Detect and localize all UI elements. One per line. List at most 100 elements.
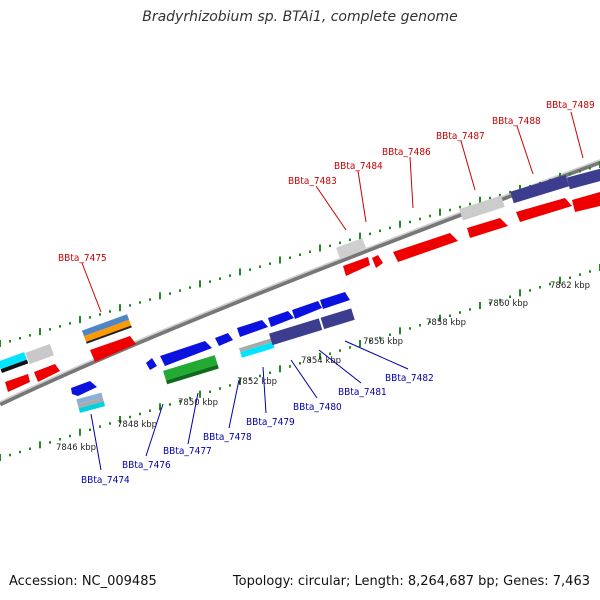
feature-bbta-7486-red[interactable] bbox=[393, 233, 458, 262]
scale-dot bbox=[109, 310, 111, 313]
gene-label-bbta-7489[interactable]: BBta_7489 bbox=[546, 100, 595, 111]
accession-label: Accession: NC_009485 bbox=[9, 574, 157, 589]
scale-dot bbox=[529, 289, 531, 292]
feature-bbta-7483-red[interactable] bbox=[343, 257, 370, 276]
scale-dot bbox=[229, 274, 231, 277]
scale-dot bbox=[9, 340, 11, 343]
gene-label-bbta-7478[interactable]: BBta_7478 bbox=[203, 432, 252, 443]
feature-bbta-7477-blue[interactable] bbox=[160, 341, 212, 366]
scale-dot bbox=[169, 292, 171, 295]
feature-bbta-7475-stack[interactable] bbox=[81, 314, 132, 344]
scale-dot bbox=[99, 425, 101, 428]
scale-tick bbox=[399, 327, 401, 335]
feature-bbta-7482-blue[interactable] bbox=[320, 292, 350, 309]
scale-dot bbox=[249, 377, 251, 381]
scale-dot bbox=[459, 311, 461, 314]
feature-bbta-7475-arrow[interactable] bbox=[90, 336, 136, 362]
scale-dot bbox=[579, 273, 581, 276]
feature-bbta-7481-blue[interactable] bbox=[292, 301, 322, 319]
scale-tick bbox=[119, 416, 121, 423]
scale-label: 7862 kbp bbox=[550, 281, 590, 291]
scale-dot bbox=[189, 396, 191, 400]
scale-dot bbox=[419, 217, 421, 221]
scale-label: 7854 kbp bbox=[301, 356, 341, 366]
scale-tick bbox=[39, 328, 41, 336]
feature-bbta-7480-blue[interactable] bbox=[268, 311, 294, 327]
scale-dot bbox=[569, 173, 571, 176]
feature-grey-left[interactable] bbox=[25, 343, 54, 365]
feature-bbta-7479-blue[interactable] bbox=[237, 320, 268, 337]
gene-label-bbta-7479[interactable]: BBta_7479 bbox=[246, 417, 295, 428]
feature-red-left-a[interactable] bbox=[5, 374, 30, 392]
scale-tick bbox=[79, 316, 81, 324]
scale-tick bbox=[359, 232, 361, 240]
gene-label-bbta-7476[interactable]: BBta_7476 bbox=[122, 460, 171, 471]
feature-bbta-7489-red[interactable] bbox=[572, 192, 600, 212]
gene-label-bbta-7481[interactable]: BBta_7481 bbox=[338, 387, 387, 398]
gene-label-bbta-7482[interactable]: BBta_7482 bbox=[385, 373, 434, 384]
scale-dot bbox=[219, 387, 221, 390]
scale-tick bbox=[359, 340, 361, 347]
feature-bbta-7487-grey[interactable] bbox=[459, 195, 505, 221]
feature-bbta-7487-red[interactable] bbox=[467, 218, 508, 238]
scale-dot bbox=[389, 333, 391, 336]
scale-dot bbox=[299, 362, 301, 365]
scale-dot bbox=[209, 390, 211, 393]
scale-dot bbox=[509, 190, 511, 194]
feature-bbta-7478-blue[interactable] bbox=[215, 333, 233, 346]
feature-bbta-7482-navy[interactable] bbox=[320, 308, 355, 330]
scale-dot bbox=[409, 220, 411, 224]
scale-label: 7846 kbp bbox=[56, 443, 96, 453]
feature-bbta-7484-red[interactable] bbox=[372, 255, 383, 268]
feature-red-left-b[interactable] bbox=[34, 364, 60, 382]
feature-bbta-7479-cyan[interactable] bbox=[238, 338, 275, 358]
feature-bbta-7489-navy[interactable] bbox=[566, 167, 600, 190]
gene-label-bbta-7480[interactable]: BBta_7480 bbox=[293, 402, 342, 413]
feature-bbta-7476-blue[interactable] bbox=[146, 358, 157, 370]
scale-tick bbox=[319, 244, 321, 252]
scale-dot bbox=[569, 276, 571, 279]
scale-tick bbox=[439, 208, 441, 216]
scale-label: 7860 kbp bbox=[488, 299, 528, 309]
gene-label-bbta-7488[interactable]: BBta_7488 bbox=[492, 116, 541, 127]
scale-dot bbox=[289, 365, 291, 368]
feature-bbta-7488-navy[interactable] bbox=[510, 174, 570, 204]
scale-dot bbox=[469, 308, 471, 311]
feature-bbta-7480-navy[interactable] bbox=[269, 318, 323, 346]
gene-label-bbta-7484[interactable]: BBta_7484 bbox=[334, 161, 383, 172]
feature-bbta-7474-blue[interactable] bbox=[71, 381, 97, 396]
scale-dot bbox=[379, 336, 381, 340]
scale-tick bbox=[479, 196, 481, 204]
scale-dot bbox=[49, 328, 51, 331]
gene-label-bbta-7475[interactable]: BBta_7475 bbox=[58, 253, 107, 264]
scale-tick bbox=[559, 276, 561, 284]
gene-label-bbta-7486[interactable]: BBta_7486 bbox=[382, 147, 431, 158]
scale-tick bbox=[79, 428, 81, 436]
scale-tick bbox=[199, 280, 201, 288]
scale-dot bbox=[69, 322, 71, 325]
scale-dot bbox=[429, 214, 431, 218]
scale-dot bbox=[349, 346, 351, 349]
scale-dot bbox=[339, 241, 341, 245]
feature-bbta-7488-red[interactable] bbox=[516, 198, 572, 222]
scale-dot bbox=[269, 262, 271, 265]
scale-dot bbox=[109, 422, 111, 425]
gene-label-bbta-7474[interactable]: BBta_7474 bbox=[81, 475, 130, 486]
map-title: Bradyrhizobium sp. BTAi1, complete genom… bbox=[142, 9, 458, 25]
feature-bbta-7477-green[interactable] bbox=[163, 355, 219, 385]
genome-backbone bbox=[0, 159, 600, 407]
feature-bbta-7483-grey[interactable] bbox=[336, 238, 367, 259]
gene-label-bbta-7483[interactable]: BBta_7483 bbox=[288, 176, 337, 187]
gene-label-bbta-7477[interactable]: BBta_7477 bbox=[163, 446, 212, 457]
forward-gene-labels bbox=[81, 111, 584, 313]
scale-dot bbox=[139, 301, 141, 304]
gene-label-bbta-7487[interactable]: BBta_7487 bbox=[436, 131, 485, 142]
scale-dot bbox=[219, 277, 221, 280]
scale-tick bbox=[239, 268, 241, 276]
scale-dot bbox=[89, 428, 91, 431]
feature-bbta-7474-stack[interactable] bbox=[76, 392, 106, 413]
scale-dot bbox=[189, 286, 191, 289]
scale-tick bbox=[319, 352, 321, 360]
scale-tick bbox=[399, 220, 401, 228]
feature-cyan-left[interactable] bbox=[0, 352, 29, 373]
